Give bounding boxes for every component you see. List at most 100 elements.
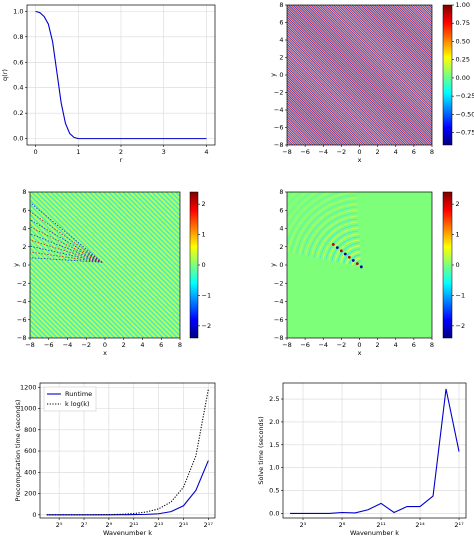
y-tick-label: 1.0: [13, 7, 23, 15]
wave-ray: [30, 251, 103, 263]
wave-ray: [30, 226, 103, 263]
x-tick-label: −2: [337, 341, 347, 349]
field: [287, 5, 432, 145]
colorbar-tick-label: 0.25: [456, 56, 470, 64]
y-tick-label: 0.0: [269, 509, 279, 517]
x-tick-label: −6: [300, 341, 310, 349]
y-tick-label: 0: [32, 511, 36, 519]
wave-ray: [30, 245, 103, 263]
y-tick-label: −2: [17, 279, 27, 287]
x-tick-label: 6: [159, 341, 163, 349]
colorbar-tick-label: 0: [202, 261, 206, 269]
x-tick-label: 2¹¹: [376, 521, 386, 529]
colorbar: [442, 191, 453, 339]
plot-frame: [26, 4, 216, 146]
field-image: [287, 192, 432, 338]
y-tick-label: 0: [22, 261, 26, 269]
x-tick-label: 2⁷: [81, 521, 88, 529]
wave-arc: [287, 192, 332, 237]
y-axis-label: Solve time (seconds): [257, 416, 265, 484]
wave-arc: [331, 236, 360, 261]
wave-ray: [30, 211, 103, 263]
panel: −0.75−0.50−0.250.000.250.500.751.00−8 −6−…: [269, 1, 474, 164]
x-tick-label: 8: [430, 341, 434, 349]
x-tick-label: 0: [103, 341, 107, 349]
colorbar-tick-label: −2: [456, 322, 466, 330]
y-tick-label: 1.0: [269, 464, 279, 472]
x-axis-label: x: [358, 349, 362, 357]
x-tick-label: −4: [63, 341, 73, 349]
colorbar-tick-label: −1: [202, 291, 212, 299]
plot-frame: [286, 191, 433, 339]
y-tick-label: −8: [274, 334, 284, 342]
y-tick-label: 0.5: [269, 487, 279, 495]
y-tick-label: 0.6: [13, 58, 23, 66]
y-tick-label: 600: [24, 447, 36, 455]
hotspot: [355, 262, 359, 266]
y-tick-label: −2: [274, 279, 284, 287]
y-tick-label: −2: [274, 89, 284, 97]
wave-arc: [349, 254, 361, 265]
y-tick-label: 0: [279, 261, 283, 269]
y-tick-label: 2.5: [269, 395, 279, 403]
data-line: [290, 388, 460, 514]
x-tick-label: −6: [44, 341, 54, 349]
y-tick-label: −6: [274, 124, 284, 132]
plot-frame: [39, 382, 216, 519]
data-line: [35, 10, 207, 140]
wave-arc: [334, 239, 360, 262]
hotspot: [347, 255, 351, 259]
hotspot: [339, 249, 343, 253]
y-tick-label: −4: [274, 298, 284, 306]
x-tick-label: −2: [337, 148, 347, 156]
wave-arc: [287, 192, 307, 212]
panel: 2⁵ 2⁷ 2⁹ 2¹¹ 2¹³ 2¹⁵ 2¹⁷ 0 200 400 600 800 1000 1200 W…: [14, 382, 216, 537]
wave-ray: [30, 202, 103, 263]
wave-arc: [287, 192, 313, 218]
x-tick-label: 8: [430, 148, 434, 156]
x-tick-label: 3: [162, 148, 166, 156]
hotspot: [351, 259, 355, 262]
x-tick-label: −2: [81, 341, 91, 349]
y-tick-label: 8: [279, 1, 283, 9]
x-tick-label: −8: [282, 341, 292, 349]
y-tick-label: −8: [274, 141, 284, 149]
wave-arc: [287, 192, 298, 203]
colorbar-tick-label: 2: [202, 200, 206, 208]
colorbar-tick-label: 0: [456, 261, 460, 269]
colorbar-tick-label: 1: [202, 231, 206, 239]
wave-arc: [313, 218, 358, 258]
y-tick-label: 0.8: [13, 33, 23, 41]
wave-ray: [30, 219, 103, 263]
wave-arc: [293, 197, 357, 254]
y-tick-label: 4: [22, 225, 26, 233]
hotspot: [335, 246, 339, 250]
plot-frame: [282, 382, 467, 519]
y-tick-label: 400: [24, 468, 36, 476]
wave-arc: [310, 215, 358, 257]
x-tick-label: 0: [357, 341, 361, 349]
x-tick-label: 4: [394, 341, 398, 349]
wave-arc: [352, 257, 361, 266]
x-tick-label: 2⁹: [106, 521, 113, 529]
x-tick-label: 6: [412, 148, 416, 156]
x-axis-label: r: [120, 156, 123, 164]
x-tick-label: 2¹⁵: [179, 521, 189, 529]
wave-ray: [30, 239, 103, 263]
x-tick-label: 2⁵: [56, 521, 63, 529]
y-tick-label: 1.5: [269, 441, 279, 449]
y-tick-label: −6: [274, 316, 284, 324]
field: [30, 192, 180, 338]
y-tick-label: 2: [22, 243, 26, 251]
field: [287, 192, 432, 338]
colorbar-tick-label: −2: [202, 322, 212, 330]
wave-arc: [328, 233, 360, 261]
x-tick-label: −4: [318, 341, 328, 349]
panel: −2 −1 0 1 2 −8 −6 −4 −2 0 2 4 6 8 −8 −6 −4 −2 0 2 4 6 8 x y: [12, 188, 212, 357]
y-tick-label: 4: [279, 36, 283, 44]
x-tick-label: 2: [376, 341, 380, 349]
y-axis-label: y: [269, 263, 277, 267]
wave-arc: [322, 227, 359, 260]
y-tick-label: 1200: [20, 383, 37, 391]
colorbar-tick-label: 1: [456, 231, 460, 239]
